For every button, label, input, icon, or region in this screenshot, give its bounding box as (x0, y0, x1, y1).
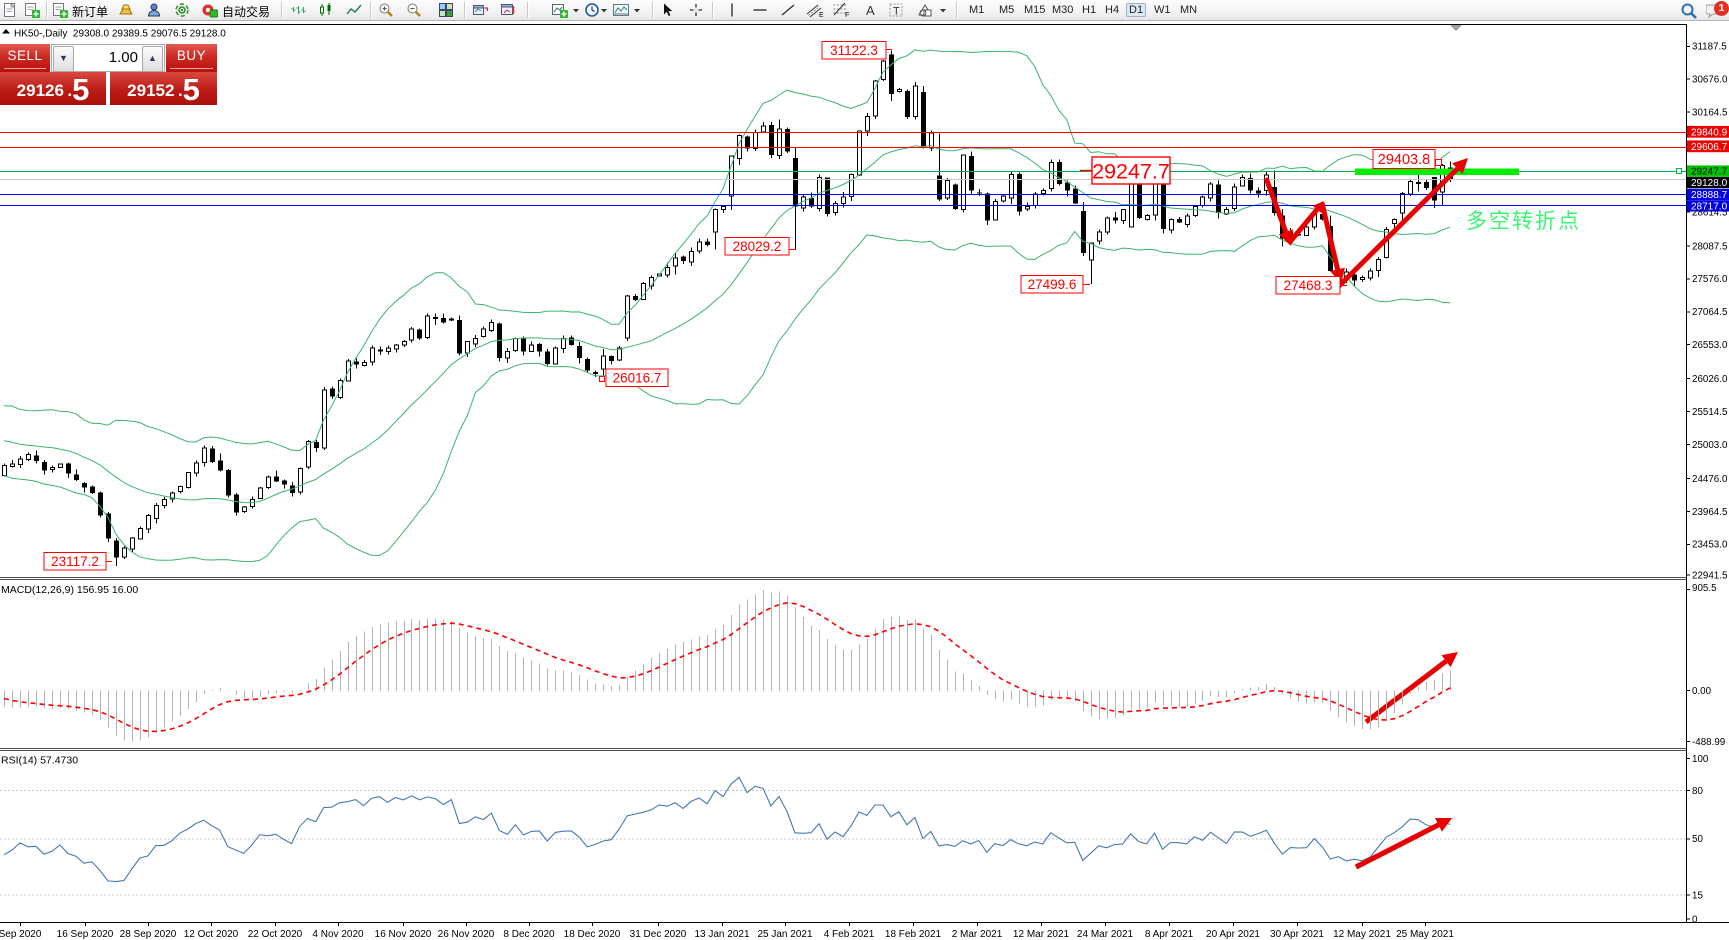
svg-text:2 Mar 2021: 2 Mar 2021 (952, 929, 1003, 940)
svg-text:-488.99: -488.99 (1692, 737, 1725, 748)
svg-text:26026.0: 26026.0 (1692, 374, 1728, 385)
svg-text:23964.5: 23964.5 (1692, 507, 1728, 518)
svg-text:50: 50 (1692, 834, 1703, 845)
svg-text:12 Oct 2020: 12 Oct 2020 (184, 929, 239, 940)
svg-text:25 Jan 2021: 25 Jan 2021 (757, 929, 812, 940)
svg-text:28888.7: 28888.7 (1691, 190, 1728, 201)
svg-text:A: A (866, 3, 875, 18)
svg-text:25003.0: 25003.0 (1692, 440, 1728, 451)
svg-text:4 Nov 2020: 4 Nov 2020 (312, 929, 364, 940)
svg-text:26 Nov 2020: 26 Nov 2020 (438, 929, 495, 940)
svg-text:12 May 2021: 12 May 2021 (1333, 929, 1391, 940)
svg-text:30 Apr 2021: 30 Apr 2021 (1270, 929, 1324, 940)
svg-text:Sep 2020: Sep 2020 (0, 929, 42, 940)
svg-text:12 Mar 2021: 12 Mar 2021 (1013, 929, 1070, 940)
svg-text:16 Nov 2020: 16 Nov 2020 (375, 929, 432, 940)
svg-text:18 Dec 2020: 18 Dec 2020 (564, 929, 621, 940)
svg-text:T: T (893, 6, 900, 18)
svg-text:27468.3: 27468.3 (1284, 278, 1333, 293)
svg-text:28614.5: 28614.5 (1692, 207, 1728, 218)
svg-text:28 Sep 2020: 28 Sep 2020 (120, 929, 177, 940)
svg-text:29128.0: 29128.0 (1691, 178, 1728, 189)
svg-text:多空转折点: 多空转折点 (1466, 210, 1581, 233)
svg-text:20 Apr 2021: 20 Apr 2021 (1206, 929, 1260, 940)
svg-text:16 Sep 2020: 16 Sep 2020 (57, 929, 114, 940)
svg-text:22 Oct 2020: 22 Oct 2020 (248, 929, 303, 940)
svg-text:15: 15 (1692, 890, 1703, 901)
svg-text:24476.0: 24476.0 (1692, 474, 1728, 485)
svg-text:100: 100 (1692, 754, 1709, 765)
svg-text:HK50-,Daily 29308.0 29389.5 2: HK50-,Daily 29308.0 29389.5 29076.5 2912… (14, 29, 226, 40)
svg-text:25 May 2021: 25 May 2021 (1396, 929, 1454, 940)
svg-text:MACD(12,26,9) 156.95 16.00: MACD(12,26,9) 156.95 16.00 (1, 584, 138, 596)
svg-text:29840.9: 29840.9 (1691, 127, 1728, 138)
svg-text:29247.7: 29247.7 (1691, 167, 1728, 178)
svg-text:0.00: 0.00 (1692, 686, 1712, 697)
svg-text:28717.0: 28717.0 (1691, 202, 1728, 213)
svg-text:RSI(14) 57.4730: RSI(14) 57.4730 (1, 755, 78, 767)
svg-text:29606.7: 29606.7 (1691, 142, 1728, 153)
svg-text:27064.5: 27064.5 (1692, 307, 1728, 318)
svg-text:30676.0: 30676.0 (1692, 75, 1728, 86)
svg-text:31 Dec 2020: 31 Dec 2020 (630, 929, 687, 940)
svg-text:8 Apr 2021: 8 Apr 2021 (1145, 929, 1194, 940)
svg-text:31187.5: 31187.5 (1692, 42, 1727, 53)
svg-text:18 Feb 2021: 18 Feb 2021 (885, 929, 942, 940)
svg-text:30164.5: 30164.5 (1692, 108, 1728, 119)
svg-text:29403.8: 29403.8 (1378, 152, 1430, 168)
svg-text:27499.6: 27499.6 (1028, 277, 1077, 292)
svg-text:22941.5: 22941.5 (1692, 570, 1728, 581)
svg-text:26016.7: 26016.7 (613, 371, 662, 386)
svg-text:905.5: 905.5 (1692, 583, 1717, 594)
svg-text:29247.7: 29247.7 (1092, 160, 1170, 184)
svg-text:8 Dec 2020: 8 Dec 2020 (503, 929, 555, 940)
svg-text:F: F (845, 12, 849, 18)
svg-text:80: 80 (1692, 786, 1703, 797)
svg-text:28029.2: 28029.2 (733, 239, 782, 254)
svg-text:13 Jan 2021: 13 Jan 2021 (694, 929, 749, 940)
svg-text:24 Mar 2021: 24 Mar 2021 (1077, 929, 1134, 940)
svg-text:23453.0: 23453.0 (1692, 540, 1728, 551)
svg-text:27576.0: 27576.0 (1692, 274, 1728, 285)
svg-text:E: E (819, 12, 824, 18)
svg-text:23117.2: 23117.2 (51, 554, 99, 569)
svg-text:28087.5: 28087.5 (1692, 241, 1728, 252)
svg-text:4 Feb 2021: 4 Feb 2021 (824, 929, 875, 940)
svg-text:31122.3: 31122.3 (830, 43, 878, 58)
svg-text:25514.5: 25514.5 (1692, 407, 1728, 418)
svg-text:26553.0: 26553.0 (1692, 340, 1728, 351)
svg-text:0: 0 (1692, 914, 1698, 925)
